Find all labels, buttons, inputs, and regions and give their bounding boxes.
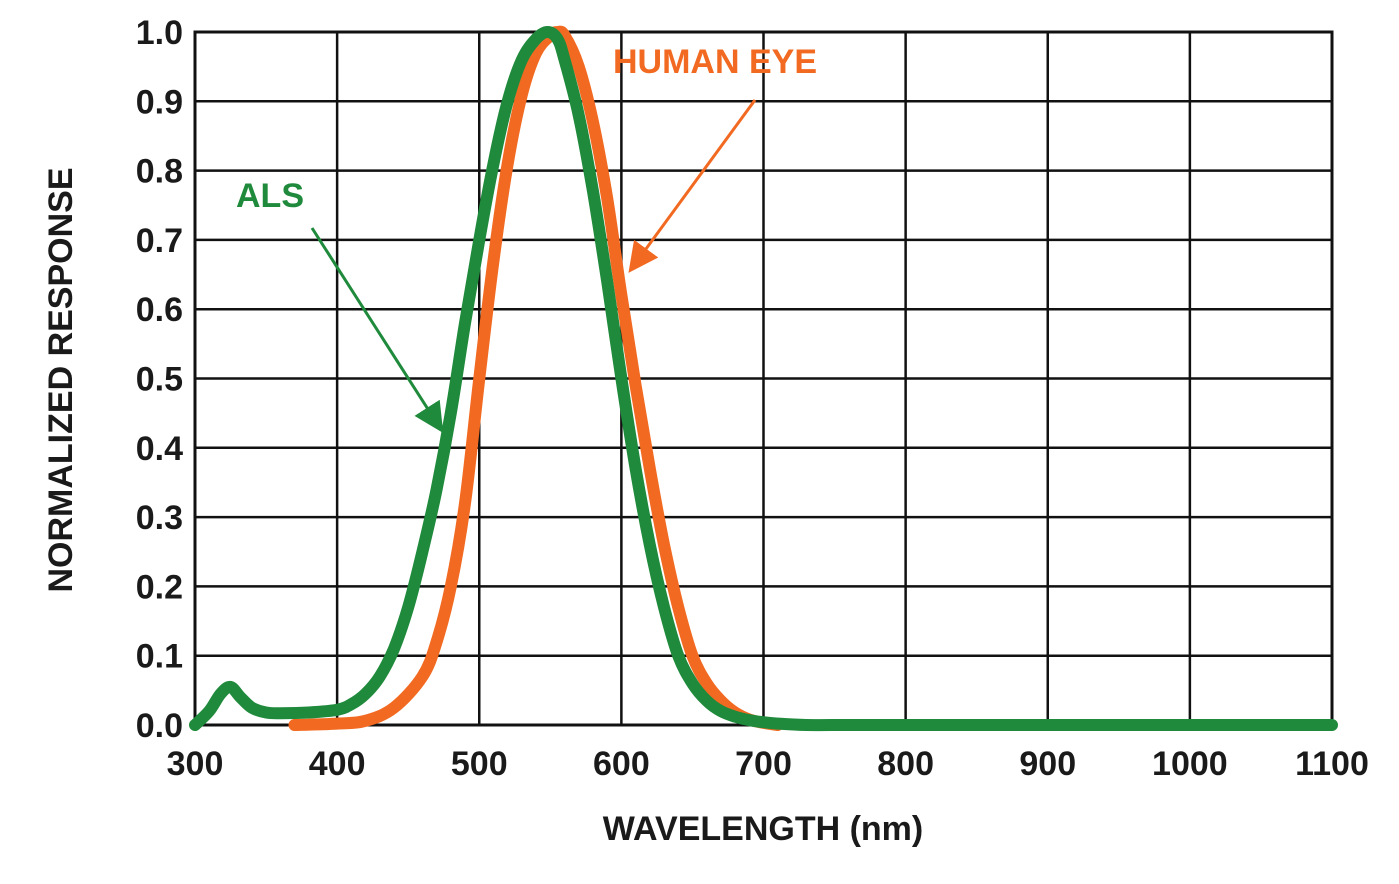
x-tick-label: 700: [735, 745, 792, 783]
x-axis-title: WAVELENGTH (nm): [603, 810, 923, 848]
als-label: ALS: [236, 177, 304, 215]
y-tick-label: 0.7: [136, 222, 183, 260]
x-tick-label: 800: [877, 745, 934, 783]
series-group: [189, 25, 1338, 732]
x-tick-label: 600: [593, 745, 650, 783]
human-eye-label: HUMAN EYE: [613, 43, 817, 81]
grid: [193, 30, 1334, 727]
series-line-human-eye: [288, 25, 784, 731]
y-tick-label: 0.3: [136, 499, 183, 537]
y-axis-title: NORMALIZED RESPONSE: [42, 167, 80, 592]
y-tick-label: 0.8: [136, 153, 183, 191]
x-tick-label: 1000: [1152, 745, 1228, 783]
y-tick-label: 0.0: [136, 707, 183, 745]
human-eye-arrow: [628, 99, 757, 273]
x-tick-label: 1100: [1295, 745, 1369, 783]
y-tick-label: 0.1: [136, 638, 183, 676]
y-tick-label: 0.6: [136, 291, 183, 329]
x-tick-label: 400: [309, 745, 366, 783]
x-axis-ticks: 300 400 500 600 700 800 900 1000 1100: [167, 745, 1369, 783]
y-tick-label: 0.4: [136, 430, 183, 468]
series-line-als: [189, 26, 1338, 732]
y-tick-label: 0.5: [136, 361, 183, 399]
y-tick-label: 0.2: [136, 568, 183, 606]
als-arrow: [310, 227, 444, 434]
y-axis-ticks: 0.0 0.1 0.2 0.3 0.4 0.5 0.6 0.7 0.8 0.9 1.0: [136, 14, 183, 745]
x-tick-label: 300: [167, 745, 224, 783]
y-tick-label: 1.0: [136, 14, 183, 52]
y-tick-label: 0.9: [136, 83, 183, 121]
annotations: HUMAN EYE ALS: [236, 43, 817, 434]
x-tick-label: 900: [1019, 745, 1076, 783]
x-tick-label: 500: [451, 745, 508, 783]
